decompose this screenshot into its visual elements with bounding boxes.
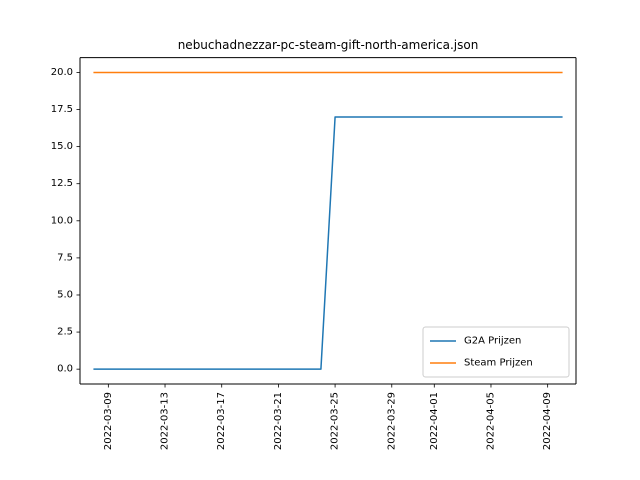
x-tick-label: 2022-03-21	[273, 392, 284, 450]
series-layer	[93, 71, 563, 370]
y-tick-label: 5.0	[57, 289, 73, 300]
series-line-1	[93, 116, 563, 370]
y-tick-label: 15.0	[51, 141, 73, 152]
y-tick-label: 12.5	[51, 178, 73, 189]
x-tick-label: 2022-03-09	[103, 392, 114, 450]
x-tick-label: 2022-04-01	[429, 392, 440, 450]
y-tick-label: 7.5	[57, 252, 73, 263]
y-tick-label: 2.5	[57, 327, 73, 338]
x-tick-label: 2022-03-29	[386, 392, 397, 450]
x-tick-label: 2022-04-09	[542, 392, 553, 450]
x-tick-label: 2022-03-25	[330, 392, 341, 450]
y-tick-label: 20.0	[51, 67, 73, 78]
y-tick-label: 17.5	[51, 104, 73, 115]
x-axis-ticks: 2022-03-09 2022-03-13 2022-03-17 2022-03-21…	[103, 384, 553, 450]
legend-box	[422, 326, 570, 378]
x-tick-label: 2022-03-13	[160, 392, 171, 450]
y-tick-label: 0.0	[57, 364, 73, 375]
y-tick-label: 10.0	[51, 215, 73, 226]
chart-title: nebuchadnezzar-pc-steam-gift-north-ameri…	[178, 38, 479, 52]
x-tick-label: 2022-04-05	[485, 392, 496, 450]
legend: G2A Prijzen Steam Prijzen	[422, 326, 570, 378]
legend-label: G2A Prijzen	[464, 336, 521, 347]
y-axis-ticks: 0.0 2.5 5.0 7.5 10.0 12.5 15.0 17.5 20.0	[51, 67, 80, 375]
x-tick-label: 2022-03-17	[216, 392, 227, 450]
legend-label: Steam Prijzen	[464, 358, 533, 369]
